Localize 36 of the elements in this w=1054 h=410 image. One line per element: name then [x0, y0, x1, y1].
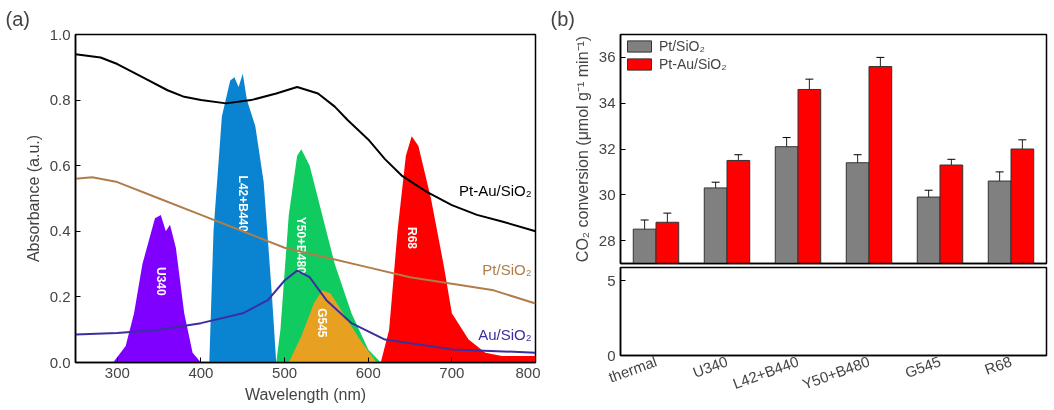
series-label: L42+B440 [235, 175, 250, 233]
x-tick-label: 600 [355, 363, 381, 381]
y-tick-label: 1.0 [49, 25, 71, 43]
y-tick-label: 34 [598, 94, 616, 112]
x-tick-label: U340 [690, 352, 730, 381]
x-tick-label: 700 [439, 363, 465, 381]
y-axis-title: CO₂ conversion (μmol g⁻¹ min⁻¹) [573, 35, 591, 263]
x-tick-label: 500 [272, 363, 298, 381]
series-label: G545 [315, 308, 330, 338]
legend-label: Pt-Au/SiO₂ [659, 56, 727, 72]
text: (b) [550, 7, 575, 30]
series-label: Pt/SiO₂ [482, 260, 532, 278]
y-axis-title: Absorbance (a.u.) [24, 134, 42, 263]
y-tick-label: 0.4 [49, 222, 71, 240]
line-series [75, 176, 536, 305]
y-tick-label: 36 [598, 48, 616, 66]
y-tick-label: 28 [598, 231, 616, 249]
legend-label: Pt/SiO₂ [659, 38, 705, 54]
y-tick-label: 0.6 [49, 156, 71, 174]
x-tick-label: 300 [104, 363, 130, 381]
x-axis-title: Wavelength (nm) [244, 385, 367, 403]
text: (a) [5, 7, 30, 30]
y-tick-label: 32 [598, 140, 616, 157]
series-label: R68 [404, 227, 419, 250]
y-tick-label: 5 [607, 271, 616, 289]
x-tick-label: G545 [902, 352, 943, 382]
x-tick-label: 800 [515, 363, 541, 381]
x-tick-label: 400 [188, 363, 214, 381]
y-tick-label: 0.8 [49, 91, 71, 109]
y-tick-label: 30 [598, 185, 616, 203]
y-tick-label: 0.2 [49, 287, 71, 305]
series-label: Pt-Au/SiO₂ [458, 182, 532, 200]
y-tick-label: 0.0 [49, 353, 71, 371]
series-label: Au/SiO₂ [478, 326, 532, 344]
series-label: U340 [153, 266, 168, 296]
x-tick-label: R68 [982, 352, 1014, 378]
